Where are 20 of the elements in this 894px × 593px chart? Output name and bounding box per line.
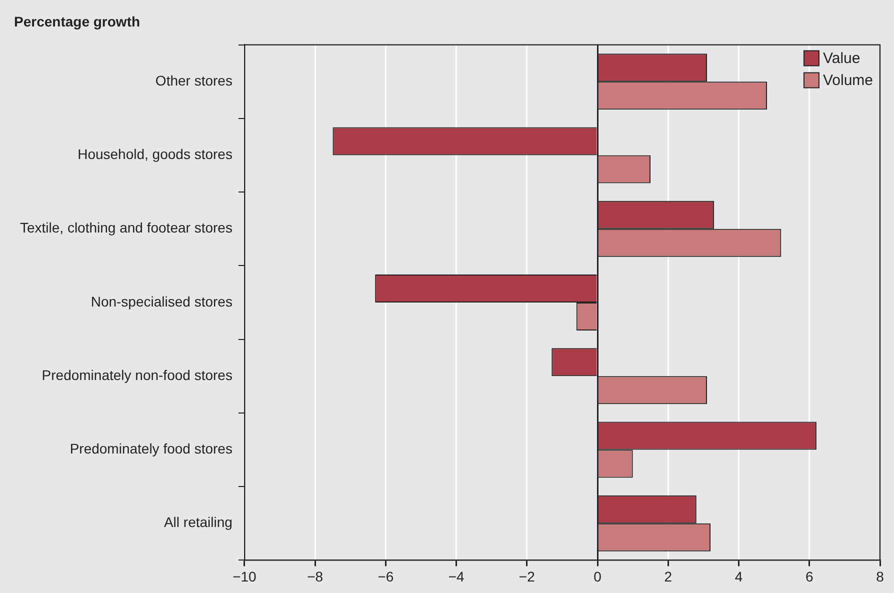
y-tick-label: Household, goods stores xyxy=(78,146,232,162)
x-tick-label: 6 xyxy=(805,568,814,584)
legend-label: Value xyxy=(822,50,860,67)
y-tick-label: Non-specialised stores xyxy=(90,293,232,310)
y-tick-label: Predominately non-food stores xyxy=(42,366,232,383)
x-tick-label: −10 xyxy=(232,568,257,584)
x-tick-label: −4 xyxy=(448,568,464,584)
x-tick-label: 0 xyxy=(594,568,602,584)
y-tick-label: Predominately food stores xyxy=(70,440,232,457)
x-tick-label: −2 xyxy=(518,568,536,584)
x-tick-label: −8 xyxy=(307,568,324,584)
x-tick-label: 8 xyxy=(876,568,884,584)
y-tick-label: Textile, clothing and footear stores xyxy=(20,220,232,236)
y-tick-label: All retailing xyxy=(164,514,232,530)
text: Percentage growth xyxy=(14,13,140,30)
x-tick-label: 4 xyxy=(734,568,743,584)
x-tick-label: −6 xyxy=(378,568,394,584)
y-tick-label: Other stores xyxy=(155,72,232,88)
legend-label: Volume xyxy=(822,72,874,89)
x-tick-label: 2 xyxy=(664,568,672,584)
